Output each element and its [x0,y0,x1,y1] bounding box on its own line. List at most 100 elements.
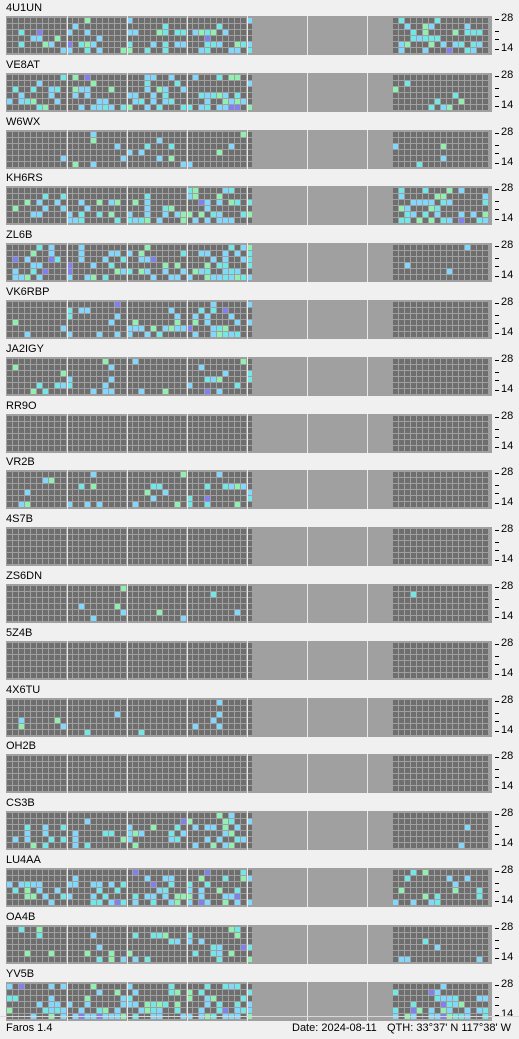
empty-cell [139,472,144,477]
empty-cell [79,36,84,41]
empty-cell [31,712,36,717]
empty-cell [193,365,198,370]
empty-cell [19,132,24,137]
empty-cell [429,718,434,723]
empty-cell [483,559,488,564]
empty-cell [417,99,422,104]
empty-cell [447,643,452,648]
empty-cell [399,655,404,660]
empty-cell [103,308,108,313]
empty-cell [97,649,102,654]
reception-cell [109,200,114,205]
empty-cell [435,132,440,137]
empty-cell [157,535,162,540]
reception-cell [193,188,198,193]
empty-cell [435,30,440,35]
empty-cell [73,604,78,609]
reception-cell [121,586,126,591]
empty-cell [393,547,398,552]
empty-cell [169,359,174,364]
empty-cell [235,302,240,307]
reception-cell [175,42,180,47]
empty-cell [471,365,476,370]
empty-cell [205,132,210,137]
beacon-callsign: 5Z4B [6,627,32,639]
empty-cell [459,275,464,280]
empty-cell [405,529,410,534]
empty-cell [405,547,410,552]
empty-cell [13,156,18,161]
empty-cell [139,762,144,767]
empty-cell [37,42,42,47]
empty-cell [157,377,162,382]
empty-cell [103,616,108,621]
empty-cell [103,496,108,501]
empty-cell [211,446,216,451]
reception-cell [85,93,90,98]
empty-cell [145,502,150,507]
empty-cell [417,314,422,319]
empty-cell [223,610,228,615]
empty-cell [175,138,180,143]
empty-cell [115,541,120,546]
empty-cell [7,212,12,217]
reception-cell [13,320,18,325]
empty-cell [423,774,428,779]
empty-cell [405,604,410,609]
reception-cell [85,308,90,313]
hour-divider [127,186,128,225]
reception-cell [459,42,464,47]
empty-cell [435,371,440,376]
empty-cell [55,610,60,615]
empty-cell [163,314,168,319]
empty-cell [163,502,168,507]
empty-cell [43,81,48,86]
empty-cell [169,263,174,268]
empty-cell [25,377,30,382]
empty-cell [477,105,482,110]
empty-cell [37,667,42,672]
empty-cell [447,553,452,558]
empty-cell [139,377,144,382]
empty-cell [97,371,102,376]
empty-cell [483,42,488,47]
empty-cell [145,326,150,331]
empty-cell [477,200,482,205]
empty-cell [25,269,30,274]
empty-cell [55,218,60,223]
empty-cell [25,194,30,199]
empty-cell [151,383,156,388]
empty-cell [241,541,246,546]
empty-cell [31,218,36,223]
empty-cell [61,150,66,155]
empty-cell [465,132,470,137]
empty-cell [453,706,458,711]
empty-cell [205,541,210,546]
empty-cell [133,36,138,41]
empty-cell [483,326,488,331]
reception-cell [55,99,60,104]
empty-cell [193,440,198,445]
empty-cell [175,472,180,477]
empty-cell [109,422,114,427]
empty-cell [441,484,446,489]
empty-cell [133,718,138,723]
empty-cell [199,18,204,23]
empty-cell [43,490,48,495]
empty-cell [447,756,452,761]
empty-cell [79,269,84,274]
reception-cell [85,18,90,23]
empty-cell [435,667,440,672]
empty-cell [405,389,410,394]
empty-cell [211,132,216,137]
empty-cell [223,786,228,791]
empty-cell [25,36,30,41]
empty-cell [73,724,78,729]
reception-cell [441,105,446,110]
empty-cell [465,673,470,678]
empty-cell [453,332,458,337]
empty-cell [417,132,422,137]
empty-cell [423,706,428,711]
empty-cell [139,359,144,364]
